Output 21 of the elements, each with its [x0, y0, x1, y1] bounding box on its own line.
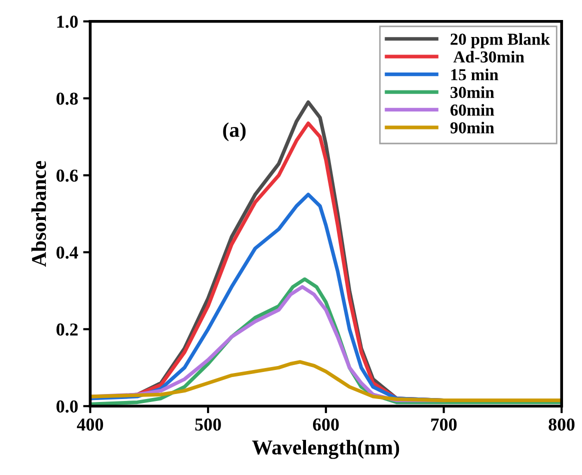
- legend-label: 15 min: [451, 68, 498, 80]
- y-tick-label: 0.0: [56, 400, 78, 413]
- y-tick-label: 1.0: [57, 16, 78, 28]
- y-tick-label: 0.8: [56, 92, 78, 105]
- y-tick-label: 0.2: [56, 323, 78, 336]
- x-tick-label: 600: [312, 418, 339, 431]
- legend-label: 60min: [450, 104, 494, 116]
- legend-label: 20 ppm Blank: [450, 33, 550, 48]
- x-tick-label: 700: [431, 418, 457, 431]
- annotation: (a): [223, 122, 246, 142]
- y-axis-title: Absorbance: [31, 161, 46, 267]
- x-tick-label: 400: [76, 418, 104, 431]
- x-axis-title: Wavelength(nm): [252, 440, 400, 459]
- legend-label: 90min: [450, 122, 494, 134]
- y-tick-label: 0.6: [56, 170, 78, 182]
- y-tick-label: 0.4: [56, 246, 78, 259]
- x-tick-label: 800: [548, 418, 574, 431]
- legend-label: 30min: [450, 86, 494, 98]
- legend-label: Ad-30min: [453, 50, 524, 63]
- line-series: [90, 360, 562, 402]
- x-tick-label: 500: [195, 418, 221, 431]
